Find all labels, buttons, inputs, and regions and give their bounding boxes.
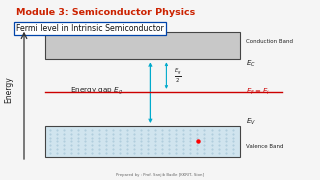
Text: Module 3: Semiconductor Physics: Module 3: Semiconductor Physics <box>16 8 195 17</box>
Text: Conduction Band: Conduction Band <box>246 39 293 44</box>
Text: $\frac{E_g}{2}$: $\frac{E_g}{2}$ <box>174 66 182 85</box>
Text: $E_V$: $E_V$ <box>246 117 256 127</box>
Text: Fermi level in Intrinsic Semiconductor: Fermi level in Intrinsic Semiconductor <box>16 24 164 33</box>
Text: Prepared by : Prof. Sanjib Badle [KKRIT, Sion]: Prepared by : Prof. Sanjib Badle [KKRIT,… <box>116 173 204 177</box>
Text: Energy: Energy <box>4 77 13 103</box>
Text: $E_C$: $E_C$ <box>246 59 256 69</box>
Bar <box>45 32 240 59</box>
Text: Valence Band: Valence Band <box>246 144 284 149</box>
Text: $E_F = E_i$: $E_F = E_i$ <box>246 87 270 97</box>
Bar <box>45 126 240 157</box>
Text: Energy gap $E_g$: Energy gap $E_g$ <box>70 85 124 97</box>
